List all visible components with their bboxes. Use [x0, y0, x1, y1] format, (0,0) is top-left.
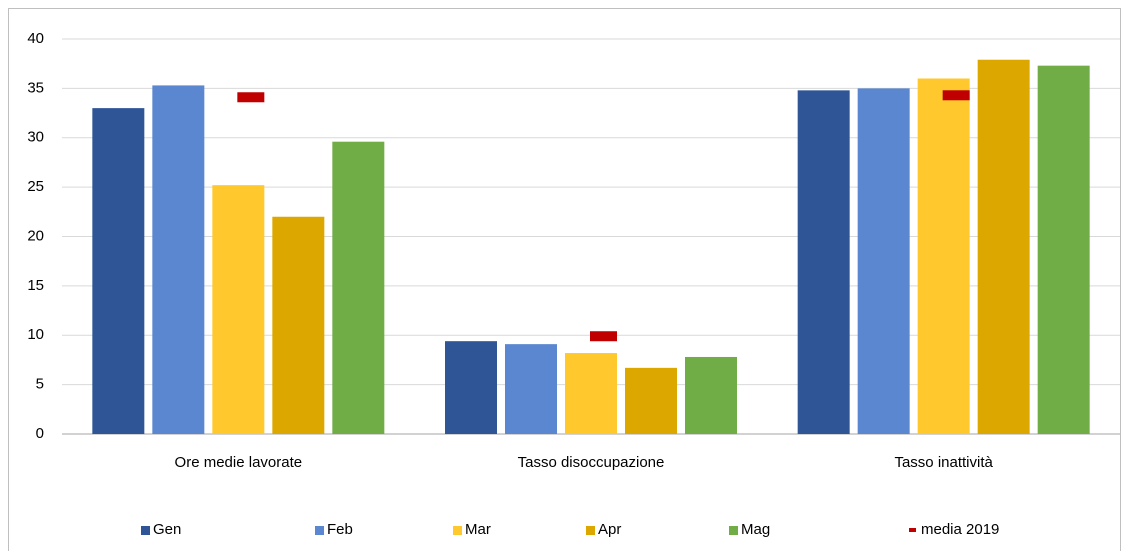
- x-tick-label: Tasso disoccupazione: [518, 454, 665, 471]
- legend-label: Gen: [153, 521, 181, 538]
- legend-swatch: [453, 526, 462, 535]
- legend-label: Feb: [327, 521, 353, 538]
- legend-swatch: [315, 526, 324, 535]
- legend-swatch: [729, 526, 738, 535]
- bar: [625, 367, 677, 434]
- x-tick-label: Ore medie lavorate: [175, 454, 303, 471]
- bar: [152, 85, 205, 434]
- bar: [857, 88, 910, 434]
- bar: [977, 59, 1030, 435]
- y-tick-label: 35: [27, 79, 44, 96]
- bar: [332, 141, 385, 434]
- x-tick-label: Tasso inattività: [894, 454, 993, 471]
- average-marker: [237, 92, 265, 103]
- legend-swatch: [586, 526, 595, 535]
- y-tick-label: 0: [36, 425, 44, 442]
- bar: [917, 78, 970, 434]
- bar: [505, 344, 557, 434]
- y-tick-label: 20: [27, 227, 44, 244]
- legend-label: Mag: [741, 521, 770, 538]
- y-tick-label: 40: [27, 30, 44, 47]
- bar: [797, 90, 850, 434]
- average-marker: [942, 90, 970, 101]
- bar: [212, 185, 265, 434]
- bar: [565, 353, 617, 434]
- legend-label: Apr: [598, 521, 621, 538]
- legend-swatch: [909, 528, 916, 532]
- y-tick-label: 25: [27, 178, 44, 195]
- y-tick-label: 15: [27, 277, 44, 294]
- bar: [1037, 65, 1090, 434]
- y-tick-label: 5: [36, 376, 44, 393]
- chart-border: [8, 8, 1121, 556]
- bar: [445, 341, 497, 434]
- average-marker: [590, 331, 617, 342]
- y-tick-label: 10: [27, 326, 44, 343]
- bar: [272, 216, 325, 434]
- legend-swatch: [141, 526, 150, 535]
- legend-label: Mar: [465, 521, 491, 538]
- legend-label: media 2019: [921, 521, 999, 538]
- bar: [685, 356, 737, 434]
- bar: [92, 108, 145, 434]
- y-tick-label: 30: [27, 129, 44, 146]
